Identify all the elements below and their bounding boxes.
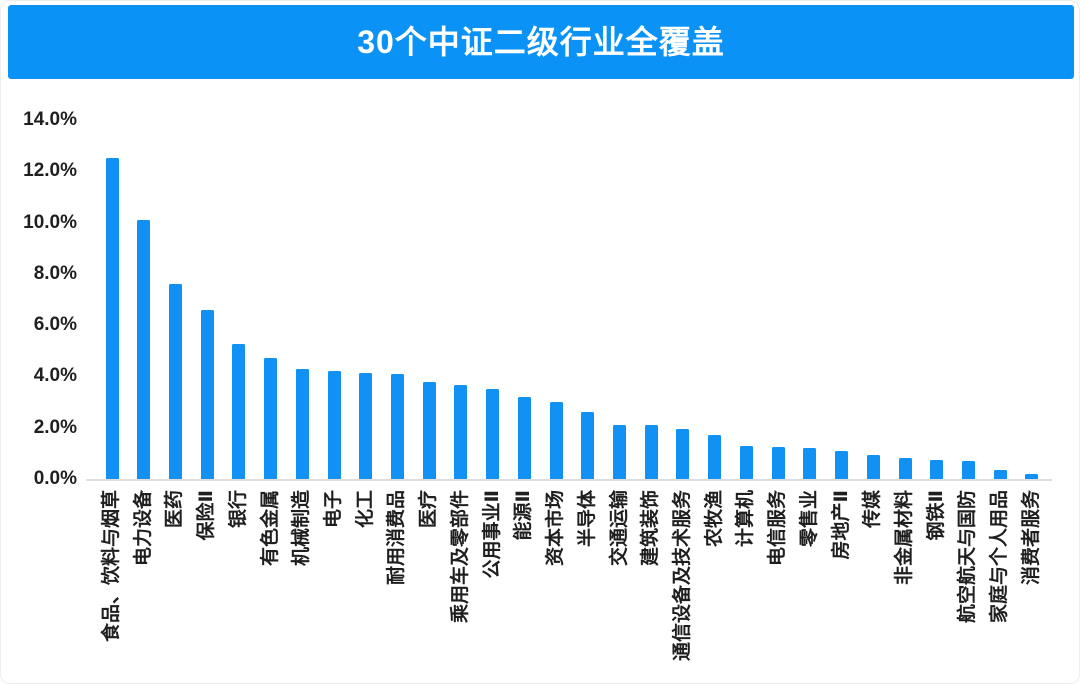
bar-房地产Ⅱ[interactable] <box>835 450 849 479</box>
x-axis-category-label: 电信服务 <box>767 490 789 567</box>
bar-钢铁Ⅱ[interactable] <box>930 459 944 479</box>
bar-乘用车及零部件[interactable] <box>454 385 468 479</box>
bar-半导体[interactable] <box>581 412 595 479</box>
x-axis-category-label: 耐用消费品 <box>386 490 408 586</box>
bar-公用事业Ⅱ[interactable] <box>486 389 500 479</box>
x-axis-category-label: 航空航天与国防 <box>957 490 979 624</box>
bar-电力设备[interactable] <box>137 220 151 479</box>
x-axis-category-label: 公用事业Ⅱ <box>481 490 503 579</box>
x-axis-category-label: 银行 <box>227 490 249 529</box>
x-axis-category-label: 通信设备及技术服务 <box>671 490 693 662</box>
bar-医药[interactable] <box>168 284 182 479</box>
x-axis-category-label: 建筑装饰 <box>640 490 662 567</box>
y-axis-tick-label: 10.0% <box>23 211 77 233</box>
x-axis-category-label: 消费者服务 <box>1020 490 1042 586</box>
bar-耐用消费品[interactable] <box>390 373 404 479</box>
y-axis-tick-label: 2.0% <box>33 416 77 438</box>
bar-食品、饮料与烟草[interactable] <box>105 158 119 479</box>
x-axis-category-label: 传媒 <box>862 490 884 529</box>
x-axis-category-label: 化工 <box>354 490 376 529</box>
bar-机械制造[interactable] <box>295 368 309 479</box>
bar-交通运输[interactable] <box>613 425 627 479</box>
x-axis-category-label: 电子 <box>323 490 345 529</box>
bar-能源Ⅱ[interactable] <box>517 396 531 479</box>
x-axis-category-label: 机械制造 <box>291 490 313 567</box>
x-axis-category-label: 半导体 <box>576 490 598 548</box>
bar-通信设备及技术服务[interactable] <box>676 428 690 479</box>
bar-电信服务[interactable] <box>771 446 785 479</box>
bar-非金属材料[interactable] <box>898 458 912 479</box>
x-axis-category-label: 医药 <box>164 490 186 529</box>
bar-消费者服务[interactable] <box>1025 473 1039 479</box>
y-axis-tick-label: 4.0% <box>33 365 77 387</box>
bar-传媒[interactable] <box>866 454 880 479</box>
bar-建筑装饰[interactable] <box>644 425 658 479</box>
x-axis-line <box>86 479 1052 481</box>
title-banner: 30个中证二级行业全覆盖 <box>8 5 1074 79</box>
x-axis-category-label: 交通运输 <box>608 490 630 567</box>
bar-医疗[interactable] <box>422 381 436 479</box>
bar-保险Ⅱ[interactable] <box>200 309 214 479</box>
x-axis-category-label: 保险Ⅱ <box>196 490 218 541</box>
x-axis-category-label: 房地产Ⅱ <box>830 490 852 560</box>
bar-资本市场[interactable] <box>549 402 563 479</box>
x-axis-category-label: 医疗 <box>418 490 440 529</box>
bar-家庭与个人用品[interactable] <box>993 470 1007 479</box>
y-axis-tick-label: 0.0% <box>33 468 77 489</box>
x-axis-category-label: 农牧渔 <box>703 490 725 548</box>
bar-电子[interactable] <box>327 371 341 479</box>
x-axis-category-label: 非金属材料 <box>894 490 915 586</box>
x-axis-category-label: 能源Ⅱ <box>513 490 535 541</box>
bar-化工[interactable] <box>359 372 373 479</box>
bar-银行[interactable] <box>232 344 246 479</box>
x-axis-category-label: 钢铁Ⅱ <box>925 490 947 541</box>
x-axis-category-label: 有色金属 <box>259 490 281 567</box>
bar-航空航天与国防[interactable] <box>961 461 975 479</box>
x-axis-category-label: 食品、饮料与烟草 <box>101 490 122 643</box>
y-axis-tick-label: 14.0% <box>23 109 77 130</box>
x-axis-category-label: 资本市场 <box>545 490 567 567</box>
chart-title: 30个中证二级行业全覆盖 <box>357 24 725 60</box>
y-axis-tick-label: 6.0% <box>33 314 77 336</box>
x-axis-category-label: 计算机 <box>735 490 757 548</box>
x-axis-category-label: 电力设备 <box>132 490 154 567</box>
y-axis-tick-label: 8.0% <box>33 262 77 284</box>
bar-chart: 0.0% 2.0% 4.0% 6.0% 8.0% 10.0% 12.0% 14.0% 食品、饮料… <box>1 79 1079 683</box>
bar-零售业[interactable] <box>803 448 817 479</box>
x-axis-category-label: 零售业 <box>798 490 820 548</box>
bar-农牧渔[interactable] <box>708 435 722 479</box>
x-axis-category-label: 乘用车及零部件 <box>449 490 471 624</box>
y-axis-tick-label: 12.0% <box>23 160 77 182</box>
bar-计算机[interactable] <box>739 445 753 479</box>
bar-有色金属[interactable] <box>264 358 278 479</box>
x-axis-category-label: 家庭与个人用品 <box>989 490 1011 624</box>
